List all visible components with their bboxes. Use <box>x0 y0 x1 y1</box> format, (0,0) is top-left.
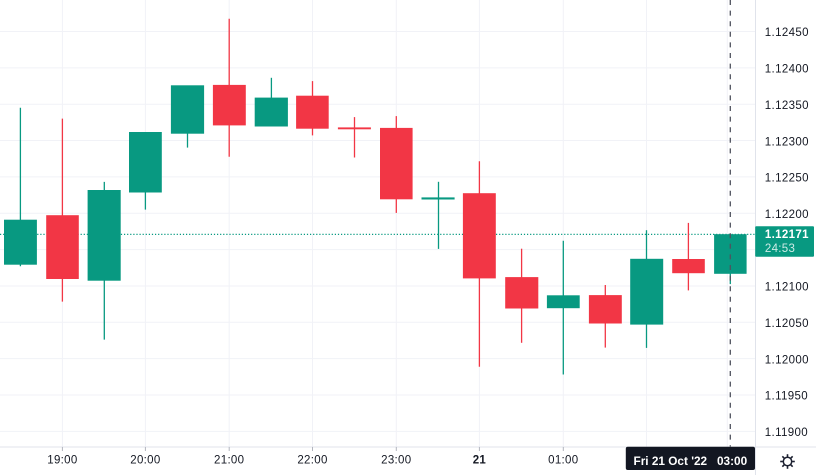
svg-text:1.12400: 1.12400 <box>765 64 809 76</box>
svg-text:21: 21 <box>473 455 487 467</box>
svg-text:01:00: 01:00 <box>548 455 578 467</box>
svg-text:1.12171: 1.12171 <box>765 229 809 241</box>
svg-text:22:00: 22:00 <box>297 455 327 467</box>
svg-text:1.12050: 1.12050 <box>765 318 809 330</box>
svg-text:21:00: 21:00 <box>214 455 244 467</box>
svg-text:1.12200: 1.12200 <box>765 209 809 221</box>
svg-text:20:00: 20:00 <box>130 455 160 467</box>
svg-text:Fri 21 Oct '22 03:00: Fri 21 Oct '22 03:00 <box>634 454 748 468</box>
svg-text:1.12250: 1.12250 <box>765 173 809 185</box>
svg-text:1.12450: 1.12450 <box>765 27 809 39</box>
svg-text:24:53: 24:53 <box>765 243 795 255</box>
svg-text:1.12000: 1.12000 <box>765 354 809 366</box>
svg-text:19:00: 19:00 <box>47 455 77 467</box>
svg-text:1.11900: 1.11900 <box>765 427 808 439</box>
svg-text:1.12100: 1.12100 <box>765 282 809 294</box>
svg-text:1.12300: 1.12300 <box>765 136 809 148</box>
svg-text:23:00: 23:00 <box>381 455 411 467</box>
svg-text:1.12350: 1.12350 <box>765 100 809 112</box>
svg-text:1.11950: 1.11950 <box>765 391 808 403</box>
